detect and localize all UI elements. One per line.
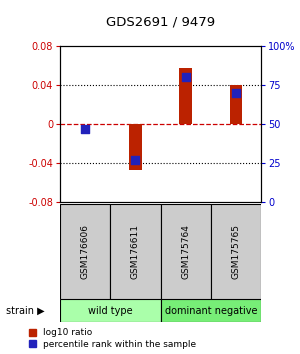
Bar — [60, 204, 110, 299]
Text: GDS2691 / 9479: GDS2691 / 9479 — [106, 16, 215, 29]
Bar — [110, 204, 160, 299]
Bar — [179, 68, 192, 124]
Text: GSM176611: GSM176611 — [131, 224, 140, 279]
Bar — [129, 124, 142, 170]
Point — [183, 74, 188, 80]
Text: GSM175764: GSM175764 — [181, 224, 190, 279]
Text: dominant negative: dominant negative — [164, 306, 257, 316]
Bar — [211, 204, 261, 299]
Bar — [60, 299, 160, 322]
Text: wild type: wild type — [88, 306, 133, 316]
Point — [133, 157, 138, 162]
Point — [83, 126, 88, 131]
Text: strain ▶: strain ▶ — [6, 306, 45, 316]
Bar — [160, 204, 211, 299]
Text: GSM176606: GSM176606 — [81, 224, 90, 279]
Bar — [160, 299, 261, 322]
Text: GSM175765: GSM175765 — [231, 224, 240, 279]
Bar — [230, 85, 242, 124]
Legend: log10 ratio, percentile rank within the sample: log10 ratio, percentile rank within the … — [28, 329, 196, 349]
Point — [233, 90, 238, 96]
